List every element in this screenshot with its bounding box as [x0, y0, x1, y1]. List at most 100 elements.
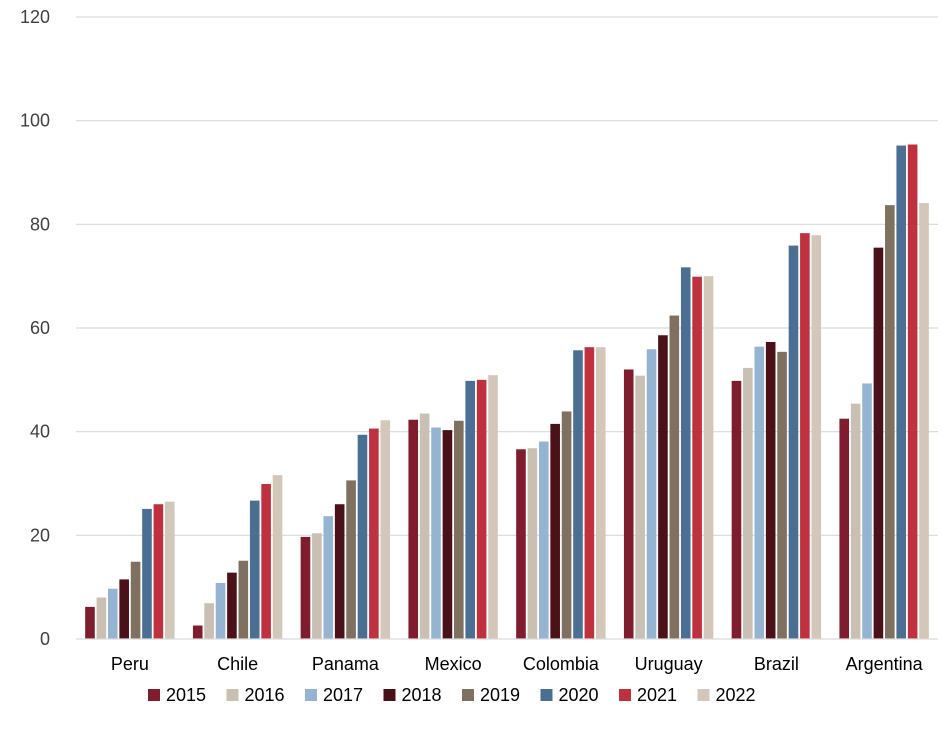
bar-colombia-2015	[516, 449, 526, 639]
bar-colombia-2022	[595, 347, 606, 639]
bar-panama-2022	[380, 420, 391, 639]
bar-argentina-2018	[873, 247, 884, 640]
bar-colombia-2016	[527, 448, 538, 639]
bar-argentina-2021	[907, 144, 918, 639]
bar-mexico-2018	[442, 430, 453, 639]
legend-swatch-2021	[619, 689, 631, 701]
bar-mexico-2015	[408, 419, 419, 639]
bar-panama-2015	[300, 536, 311, 639]
bar-chile-2022	[272, 475, 283, 639]
bar-chile-2021	[261, 484, 271, 639]
bar-brazil-2020	[788, 245, 799, 639]
bars	[85, 144, 929, 640]
legend-label-2017: 2017	[323, 685, 363, 705]
y-tick-label: 120	[20, 7, 50, 27]
bar-uruguay-2019	[669, 315, 680, 639]
legend-label-2015: 2015	[166, 685, 206, 705]
legend-label-2019: 2019	[480, 685, 520, 705]
category-label-chile: Chile	[217, 654, 258, 674]
category-label-peru: Peru	[111, 654, 149, 674]
category-labels: Peru Chile Panama Mexico Colombia Uruguay Braz…	[111, 654, 924, 674]
bar-mexico-2016	[419, 413, 430, 639]
bar-panama-2020	[357, 434, 368, 639]
bar-chile-2019	[238, 560, 249, 639]
bar-colombia-2021	[584, 347, 595, 639]
bar-chile-2016	[204, 603, 214, 639]
bar-peru-2016	[96, 597, 107, 639]
category-label-colombia: Colombia	[523, 654, 600, 674]
bar-argentina-2015	[839, 418, 850, 639]
legend-label-2018: 2018	[402, 685, 442, 705]
bar-panama-2017	[323, 516, 334, 639]
bar-argentina-2022	[919, 203, 929, 639]
bar-argentina-2019	[885, 205, 895, 639]
bar-mexico-2019	[454, 420, 464, 639]
bar-peru-2015	[85, 606, 95, 639]
bar-mexico-2022	[488, 375, 498, 639]
bar-colombia-2020	[573, 350, 583, 639]
bar-brazil-2018	[765, 341, 776, 639]
bar-peru-2020	[142, 508, 152, 639]
legend-label-2016: 2016	[245, 685, 285, 705]
bar-peru-2017	[107, 588, 118, 639]
bar-mexico-2021	[476, 379, 487, 639]
y-axis-ticks: 0 20 40 60 80 100 120	[20, 7, 50, 649]
bar-uruguay-2015	[623, 369, 634, 639]
bar-uruguay-2017	[646, 349, 657, 639]
category-label-argentina: Argentina	[846, 654, 924, 674]
bar-colombia-2019	[561, 411, 572, 639]
bar-colombia-2017	[538, 441, 549, 639]
bar-uruguay-2016	[635, 375, 645, 639]
bar-brazil-2016	[743, 367, 753, 639]
bar-brazil-2019	[777, 351, 787, 639]
bar-argentina-2020	[896, 145, 907, 639]
category-label-brazil: Brazil	[754, 654, 799, 674]
bar-brazil-2017	[754, 346, 765, 639]
bar-brazil-2015	[731, 380, 742, 639]
legend-label-2021: 2021	[637, 685, 677, 705]
legend-label-2020: 2020	[559, 685, 599, 705]
y-tick-label: 80	[30, 214, 50, 234]
bar-chile-2015	[192, 625, 203, 639]
legend-swatch-2020	[540, 689, 553, 701]
y-tick-label: 20	[30, 525, 50, 545]
bar-uruguay-2021	[692, 276, 702, 639]
category-label-panama: Panama	[312, 654, 380, 674]
bar-peru-2022	[164, 501, 175, 639]
bar-colombia-2018	[550, 423, 560, 639]
y-tick-label: 0	[40, 629, 50, 649]
legend-swatch-2017	[305, 689, 317, 701]
y-tick-label: 60	[30, 318, 50, 338]
y-tick-label: 40	[30, 422, 50, 442]
bar-chile-2018	[227, 572, 237, 639]
legend-swatch-2022	[697, 689, 710, 701]
bar-panama-2016	[312, 533, 322, 639]
legend-swatch-2016	[226, 689, 239, 701]
bar-brazil-2021	[800, 233, 810, 639]
bar-uruguay-2018	[658, 335, 668, 639]
legend: 2015 2016 2017 2018 2019 2020 2021 2022	[148, 685, 756, 705]
legend-swatch-2018	[383, 689, 396, 701]
y-tick-label: 100	[20, 111, 50, 131]
bar-chile-2017	[215, 583, 226, 639]
bar-panama-2019	[346, 480, 356, 639]
legend-label-2022: 2022	[716, 685, 756, 705]
legend-swatch-2019	[462, 689, 474, 701]
bar-brazil-2022	[811, 235, 822, 640]
bar-argentina-2017	[862, 383, 872, 639]
bar-peru-2018	[119, 579, 129, 639]
bar-mexico-2020	[465, 380, 476, 639]
bar-uruguay-2022	[703, 276, 714, 639]
bar-peru-2019	[130, 561, 141, 639]
bar-panama-2021	[369, 428, 379, 639]
category-label-mexico: Mexico	[425, 654, 482, 674]
bar-panama-2018	[334, 504, 345, 639]
bar-peru-2021	[153, 504, 164, 639]
bar-mexico-2017	[431, 427, 441, 639]
legend-swatch-2015	[148, 689, 160, 701]
bar-chile-2020	[249, 500, 260, 639]
category-label-uruguay: Uruguay	[635, 654, 703, 674]
bar-argentina-2016	[850, 403, 861, 639]
